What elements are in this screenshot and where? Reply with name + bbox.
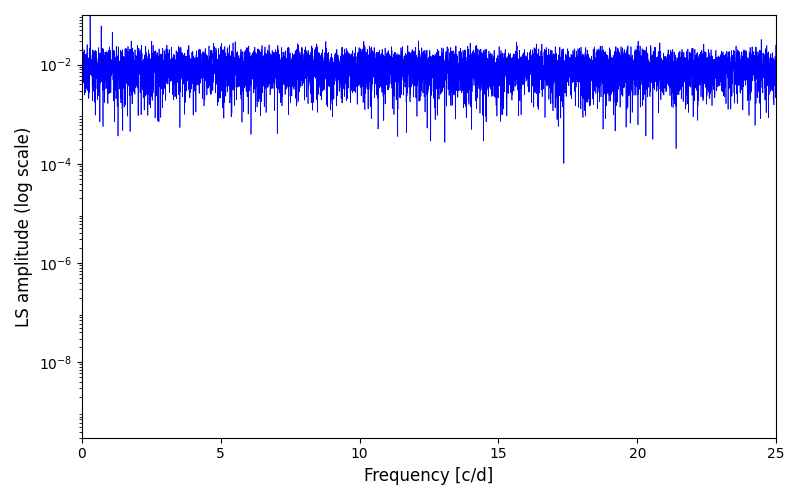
Y-axis label: LS amplitude (log scale): LS amplitude (log scale) — [15, 126, 33, 326]
X-axis label: Frequency [c/d]: Frequency [c/d] — [364, 467, 494, 485]
